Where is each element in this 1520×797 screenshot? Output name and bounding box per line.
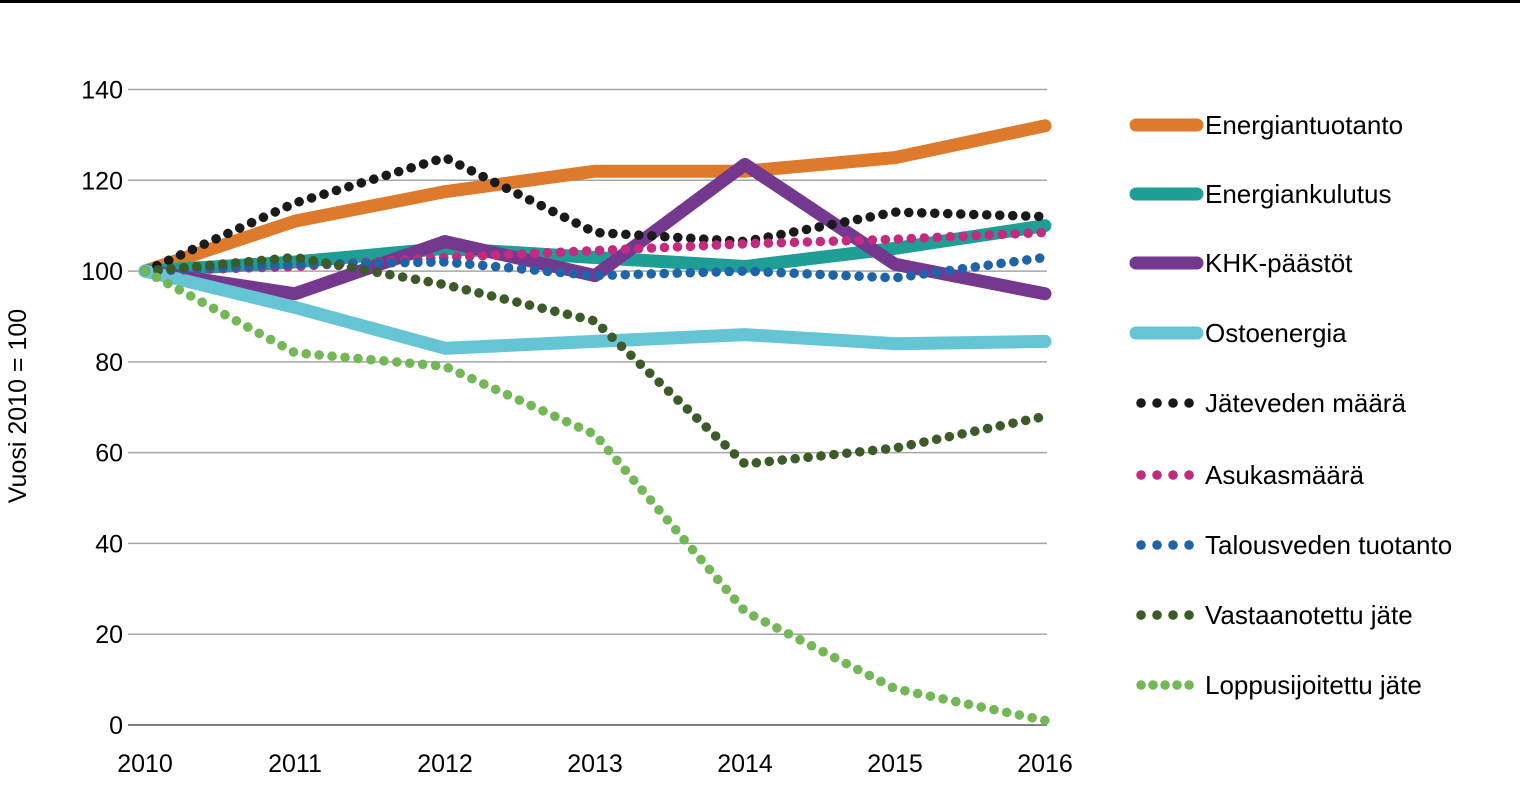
legend-label: Loppusijoitettu jäte (1205, 670, 1422, 700)
legend-label: Energiantuotanto (1205, 110, 1403, 140)
y-axis-title: Vuosi 2010 = 100 (4, 309, 32, 503)
series-line-talousveden-tuotanto (140, 252, 1050, 283)
y-tick-label: 120 (81, 167, 123, 195)
series-line-loppusijoitettu-jate (140, 266, 1050, 726)
x-tick-label: 2014 (717, 750, 773, 778)
y-tick-label: 0 (109, 712, 123, 740)
legend-item-asukasmaara: Asukasmäärä (1136, 460, 1364, 490)
legend-label: Energiankulutus (1205, 179, 1391, 209)
y-tick-label: 40 (95, 530, 123, 558)
legend-item-talousveden-tuotanto: Talousveden tuotanto (1136, 530, 1452, 560)
legend-item-ostoenergia: Ostoenergia (1129, 318, 1347, 348)
line-chart: 0 20 40 60 80 100 120 140 2010 2011 2012 2013 2014 20… (4, 77, 1452, 779)
y-tick-label: 60 (95, 440, 123, 468)
legend-item-vastaanotettu-jate: Vastaanotettu jäte (1136, 600, 1413, 630)
y-tick-label: 100 (81, 258, 123, 286)
legend-item-khk-paastot: KHK-päästöt (1129, 248, 1353, 278)
legend-label: Talousveden tuotanto (1205, 530, 1452, 560)
series-line-ostoenergia (138, 264, 1052, 355)
legend-label: Asukasmäärä (1205, 460, 1364, 490)
series-line-asukasmaara (140, 227, 1050, 276)
x-tick-label: 2012 (417, 750, 473, 778)
y-tick-label: 80 (95, 349, 123, 377)
legend-label: Vastaanotettu jäte (1205, 600, 1413, 630)
series-line-jateveden-maara (140, 152, 1050, 276)
x-tick-label: 2011 (268, 750, 322, 778)
x-tick-label: 2013 (567, 750, 623, 778)
legend-item-energiantuotanto: Energiantuotanto (1129, 110, 1403, 140)
y-tick-label: 20 (95, 621, 123, 649)
legend-label: KHK-päästöt (1205, 248, 1353, 278)
series-line-energiankulutus (138, 219, 1052, 278)
y-tick-label: 140 (81, 77, 123, 105)
legend-item-energiankulutus: Energiankulutus (1129, 179, 1391, 209)
legend-item-loppusijoitettu-jate: Loppusijoitettu jäte (1136, 670, 1422, 700)
x-tick-label: 2010 (117, 750, 173, 778)
legend-label: Jäteveden määrä (1205, 388, 1406, 418)
x-tick-label: 2015 (867, 750, 923, 778)
legend-item-jateveden-maara: Jäteveden määrä (1136, 388, 1406, 418)
series-line-vastaanotettu-jate (140, 252, 1050, 469)
legend-label: Ostoenergia (1205, 318, 1347, 348)
series-line-energiantuotanto (138, 119, 1052, 278)
x-tick-label: 2016 (1017, 750, 1073, 778)
